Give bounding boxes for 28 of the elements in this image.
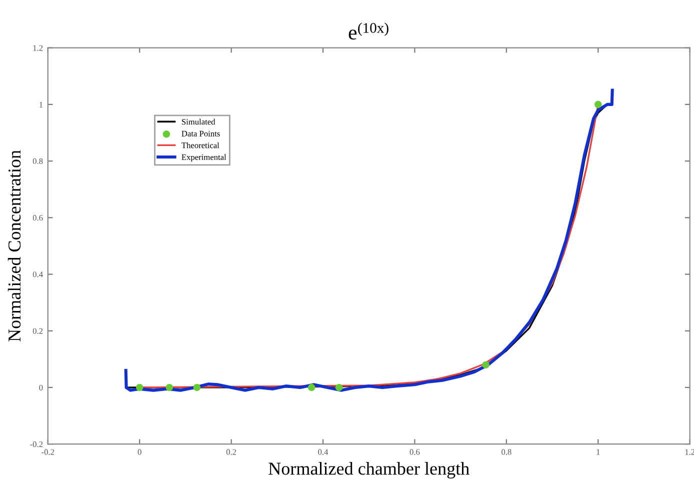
y-tick-label: -0.2 [30,441,43,448]
point [193,384,201,392]
point [136,384,144,392]
y-tick-label: 0.6 [32,215,43,221]
x-tick-label: 0.8 [502,449,512,455]
y-tick-label: 0.4 [32,272,43,278]
y-tick-label: 1 [40,102,43,108]
x-tick-label: 0.6 [410,449,420,455]
x-tick-label: 0.4 [318,449,328,455]
x-tick-label: 1 [596,449,600,455]
x-axis-title: Normalized chamber length [268,462,470,478]
y-axis-title: Normalized Concentration [8,150,21,342]
x-tick-label: 0 [138,449,142,455]
point [166,384,174,392]
legend-label: Theoretical [182,142,220,148]
legend-label: Data Points [182,130,220,136]
legend-label: Simulated [182,118,216,125]
y-tick-label: 1.2 [33,45,43,51]
y-tick-label: 0.8 [32,158,43,164]
point [482,361,490,368]
chart-title: e$^{(10x)}$ [348,22,388,40]
point [335,384,343,392]
point [594,100,602,108]
x-tick-label: 0.2 [226,449,236,455]
point [308,384,316,392]
y-tick-label: 0.2 [32,328,43,334]
legend-label: Experimental [182,154,226,162]
y-tick-label: 0 [39,384,43,390]
